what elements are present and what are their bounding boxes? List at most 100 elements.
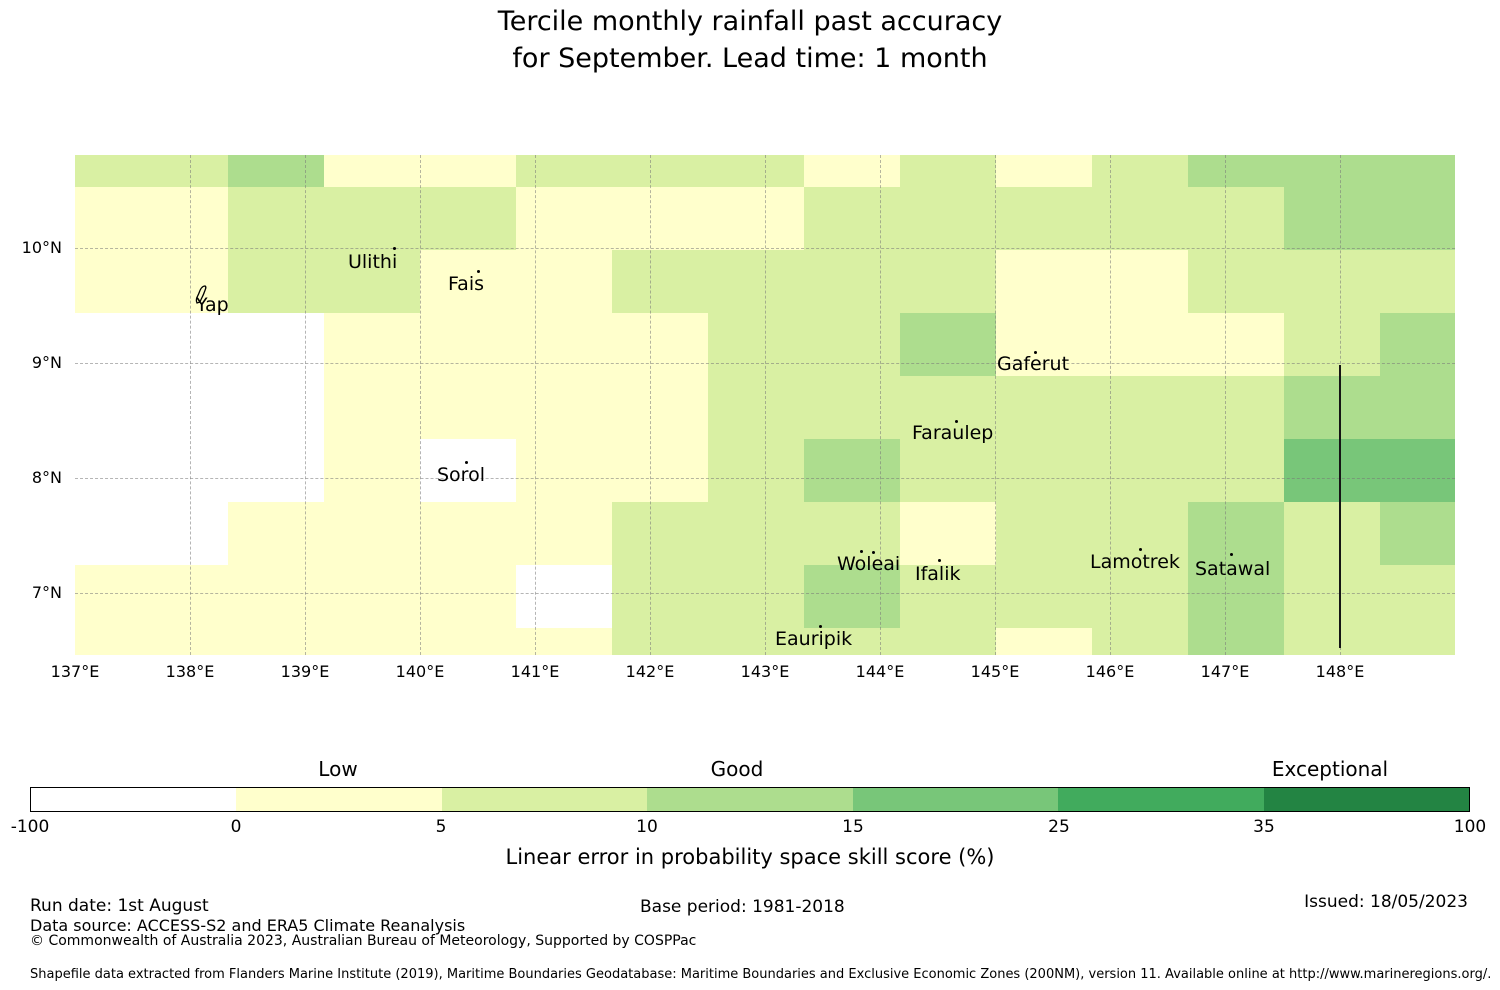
- grid-cell: [612, 187, 708, 250]
- colorbar-tick-label: 5: [435, 817, 447, 837]
- island-label-woleai: Woleai: [837, 553, 901, 575]
- footer-shapefile-note: Shapefile data extracted from Flanders M…: [30, 967, 1492, 982]
- grid-cell: [1188, 187, 1284, 250]
- island-label-lamotrek: Lamotrek: [1090, 551, 1180, 573]
- grid-cell: [516, 155, 612, 187]
- graticule-line-horizontal: [75, 363, 1455, 364]
- grid-cell: [324, 628, 420, 655]
- grid-cell: [1092, 502, 1188, 565]
- grid-cell: [1284, 502, 1380, 565]
- grid-cell: [708, 250, 804, 313]
- grid-cell: [1380, 250, 1455, 313]
- grid-cell: [612, 439, 708, 502]
- grid-cell: [75, 439, 132, 502]
- grid-cell: [420, 439, 516, 502]
- island-marker-dot: [1230, 553, 1233, 556]
- grid-cell: [1188, 250, 1284, 313]
- graticule-line-vertical: [1225, 155, 1226, 655]
- grid-cell: [804, 565, 900, 628]
- y-tick-label: 7°N: [31, 583, 62, 602]
- grid-cell: [516, 502, 612, 565]
- x-tick-label: 141°E: [510, 662, 560, 681]
- grid-cell: [132, 313, 228, 376]
- graticule-line-horizontal: [75, 248, 1455, 249]
- grid-cell: [324, 376, 420, 439]
- island-marker-dot: [1034, 351, 1037, 354]
- colorbar-segment: [236, 788, 442, 811]
- colorbar-category-label: Low: [318, 757, 358, 781]
- graticule-line-vertical: [535, 155, 536, 655]
- grid-cell: [516, 250, 612, 313]
- yap-island-outline-icon: [193, 284, 211, 306]
- x-tick-label: 146°E: [1085, 662, 1135, 681]
- grid-cell: [612, 250, 708, 313]
- grid-cell: [1092, 565, 1188, 628]
- island-marker-dot: [1139, 548, 1142, 551]
- grid-cell: [1188, 155, 1284, 187]
- grid-cell: [804, 628, 900, 655]
- colorbar-tick-label: 25: [1048, 817, 1070, 837]
- island-label-satawal: Satawal: [1195, 558, 1271, 580]
- colorbar-tick-label: 100: [1453, 817, 1487, 837]
- grid-cell: [228, 313, 324, 376]
- grid-cell: [324, 155, 420, 187]
- grid-cell: [900, 565, 996, 628]
- grid-cell: [324, 502, 420, 565]
- grid-cell: [324, 313, 420, 376]
- grid-cell: [900, 187, 996, 250]
- grid-cell: [75, 250, 132, 313]
- grid-cell: [900, 155, 996, 187]
- grid-cell: [75, 628, 132, 655]
- grid-cell: [708, 187, 804, 250]
- grid-cell: [1188, 502, 1284, 565]
- grid-cell: [228, 439, 324, 502]
- graticule-line-vertical: [995, 155, 996, 655]
- grid-cell: [132, 439, 228, 502]
- grid-cell: [1380, 565, 1455, 628]
- page-title-line1: Tercile monthly rainfall past accuracy: [497, 6, 1003, 37]
- colorbar-axis-label: Linear error in probability space skill …: [505, 845, 995, 869]
- graticule-line-vertical: [190, 155, 191, 655]
- x-tick-label: 140°E: [395, 662, 445, 681]
- grid-cell: [516, 565, 612, 628]
- grid-cell: [804, 313, 900, 376]
- grid-cell: [1092, 250, 1188, 313]
- grid-cell: [132, 187, 228, 250]
- grid-cell: [1188, 376, 1284, 439]
- graticule-line-vertical: [650, 155, 651, 655]
- grid-cell: [1284, 565, 1380, 628]
- colorbar-segment: [852, 788, 1059, 811]
- grid-cell: [420, 376, 516, 439]
- grid-cell: [708, 565, 804, 628]
- colorbar-tick-label: 0: [230, 817, 242, 837]
- grid-cell: [1188, 565, 1284, 628]
- grid-cell: [1380, 313, 1455, 376]
- colorbar-segment: [647, 788, 853, 811]
- grid-cell: [75, 313, 132, 376]
- grid-cell: [132, 628, 228, 655]
- grid-cell: [612, 376, 708, 439]
- footer-run-date: Run date: 1st August: [30, 896, 209, 916]
- grid-cell: [708, 313, 804, 376]
- footer-issued: Issued: 18/05/2023: [1304, 892, 1468, 912]
- island-marker-dot: [860, 550, 863, 553]
- grid-cell: [1188, 628, 1284, 655]
- grid-cell: [804, 187, 900, 250]
- island-label-ifalik: Ifalik: [915, 563, 961, 585]
- colorbar-tick-label: 15: [842, 817, 864, 837]
- grid-cell: [228, 628, 324, 655]
- grid-cell: [75, 502, 132, 565]
- y-tick-label: 8°N: [31, 468, 62, 487]
- island-label-sorol: Sorol: [437, 464, 485, 486]
- grid-cell: [75, 155, 132, 187]
- grid-cell: [75, 565, 132, 628]
- colorbar-segment: [1263, 788, 1469, 811]
- x-tick-label: 137°E: [50, 662, 100, 681]
- grid-cell: [804, 155, 900, 187]
- grid-cell: [612, 565, 708, 628]
- grid-cell: [804, 250, 900, 313]
- grid-cell: [1092, 376, 1188, 439]
- grid-cell: [1092, 313, 1188, 376]
- grid-cell: [1284, 439, 1380, 502]
